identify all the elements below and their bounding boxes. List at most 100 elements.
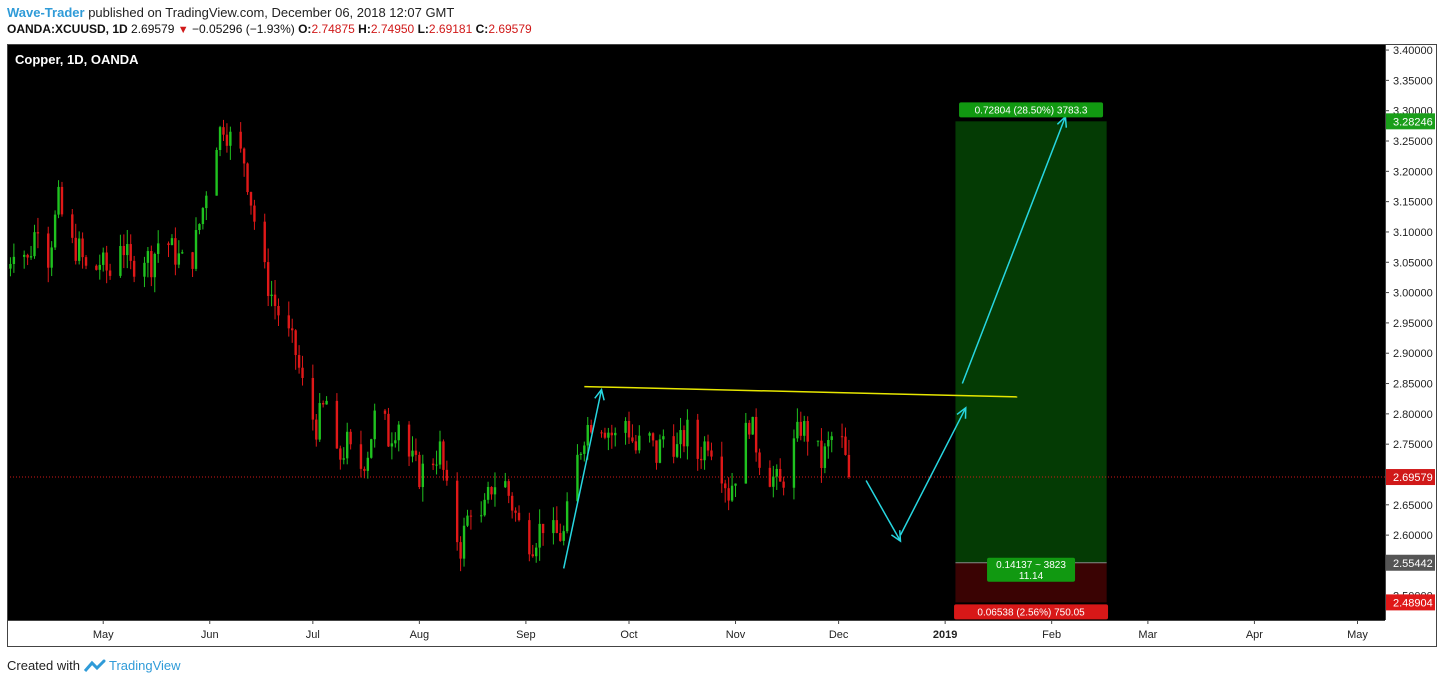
candle-body (77, 238, 81, 261)
candle-body (291, 328, 294, 331)
candle-body (418, 454, 421, 488)
candle (239, 122, 242, 153)
candle (57, 180, 60, 219)
candle-body (26, 254, 29, 258)
candle (462, 517, 466, 567)
candle-body (119, 246, 122, 276)
candle-body (562, 531, 565, 541)
candle (370, 438, 373, 459)
candle-body (541, 523, 545, 534)
x-tick-label: Oct (620, 629, 637, 641)
candle-body (778, 468, 782, 482)
candle-body (105, 252, 108, 271)
candle (455, 472, 459, 551)
candle-body (603, 432, 607, 438)
candle (459, 536, 462, 572)
y-tick-label: 2.80000 (1393, 409, 1433, 421)
chart-container[interactable]: Copper, 1D, OANDA 0.72804 (28.50%) 3783.3… (5, 44, 1437, 647)
x-tick-label: Jun (201, 629, 219, 641)
candle (662, 429, 665, 448)
candle-body (421, 463, 425, 488)
candle-body (703, 441, 706, 461)
candle (607, 427, 610, 451)
chart-title: Copper, 1D, OANDA (15, 52, 139, 67)
candle-body (710, 450, 713, 457)
target-label: 0.72804 (28.50%) 3783.3 (975, 105, 1088, 116)
candle (318, 393, 321, 442)
candle (614, 427, 617, 447)
candle (552, 507, 555, 545)
tradingview-logo-icon (83, 659, 106, 672)
candle-body (407, 424, 411, 457)
y-tick-label: 2.85000 (1393, 379, 1433, 391)
candle (469, 509, 473, 530)
candle (517, 505, 521, 522)
candle-body (366, 457, 370, 471)
candle (847, 439, 851, 479)
candle (507, 478, 510, 504)
tradingview-brand[interactable]: TradingView (109, 658, 181, 673)
candle-body (33, 232, 36, 257)
candle (672, 424, 675, 464)
candle (480, 501, 483, 523)
trendline (584, 385, 1018, 398)
x-tick-label: Dec (829, 629, 849, 641)
candle-body (751, 416, 754, 435)
candle (559, 523, 562, 542)
candle-body (60, 186, 64, 215)
candle-body (246, 163, 249, 193)
candle-body (651, 433, 655, 441)
candle-body (744, 422, 748, 484)
candle (29, 245, 33, 260)
candle (108, 263, 112, 280)
y-tick-label: 3.10000 (1393, 227, 1433, 239)
candle (655, 440, 658, 470)
candle (246, 162, 249, 195)
arrow-shaft (961, 116, 1067, 384)
candle (291, 318, 294, 343)
ohlc-line: OANDA:XCUUSD, 1D 2.69579 ▼ −0.05296 (−1.… (7, 22, 532, 36)
candle (22, 250, 26, 269)
candle-body (675, 444, 679, 457)
candle (242, 147, 246, 177)
candle (394, 432, 397, 448)
candle-body (486, 486, 490, 500)
candle-body (95, 265, 98, 270)
candle (198, 223, 201, 235)
close-label: C: (475, 22, 489, 36)
candle-body (610, 432, 614, 436)
candle (9, 257, 12, 277)
candle (143, 256, 146, 288)
candle (730, 472, 734, 502)
candle-body (748, 422, 751, 435)
candle-body (634, 441, 638, 451)
candle-body (53, 214, 57, 248)
candle (796, 408, 799, 442)
candle (679, 417, 682, 459)
candle (102, 247, 105, 272)
candle-body (586, 424, 589, 446)
target-label-box (959, 102, 1104, 118)
candle (827, 431, 830, 459)
candle-body (181, 252, 184, 254)
price-chart[interactable]: Copper, 1D, OANDA 0.72804 (28.50%) 3783.3… (5, 44, 1437, 647)
author-link[interactable]: Wave-Trader (7, 5, 85, 20)
candle (294, 329, 297, 370)
candle (493, 472, 497, 507)
candle-body (445, 469, 449, 481)
candle-body (71, 214, 74, 238)
candle (538, 509, 541, 561)
x-tick-label: Feb (1042, 629, 1061, 641)
stop-label-box (954, 604, 1109, 620)
candle-body (177, 253, 181, 265)
candle-body (311, 377, 315, 420)
price-label: 2.48904 (1393, 597, 1433, 609)
candle (696, 413, 699, 471)
candle (816, 440, 820, 447)
candle (724, 479, 727, 503)
candle (603, 427, 607, 440)
candle-body (191, 252, 194, 269)
candle-body (339, 448, 342, 460)
candle (222, 119, 225, 141)
candle-body (565, 501, 569, 532)
